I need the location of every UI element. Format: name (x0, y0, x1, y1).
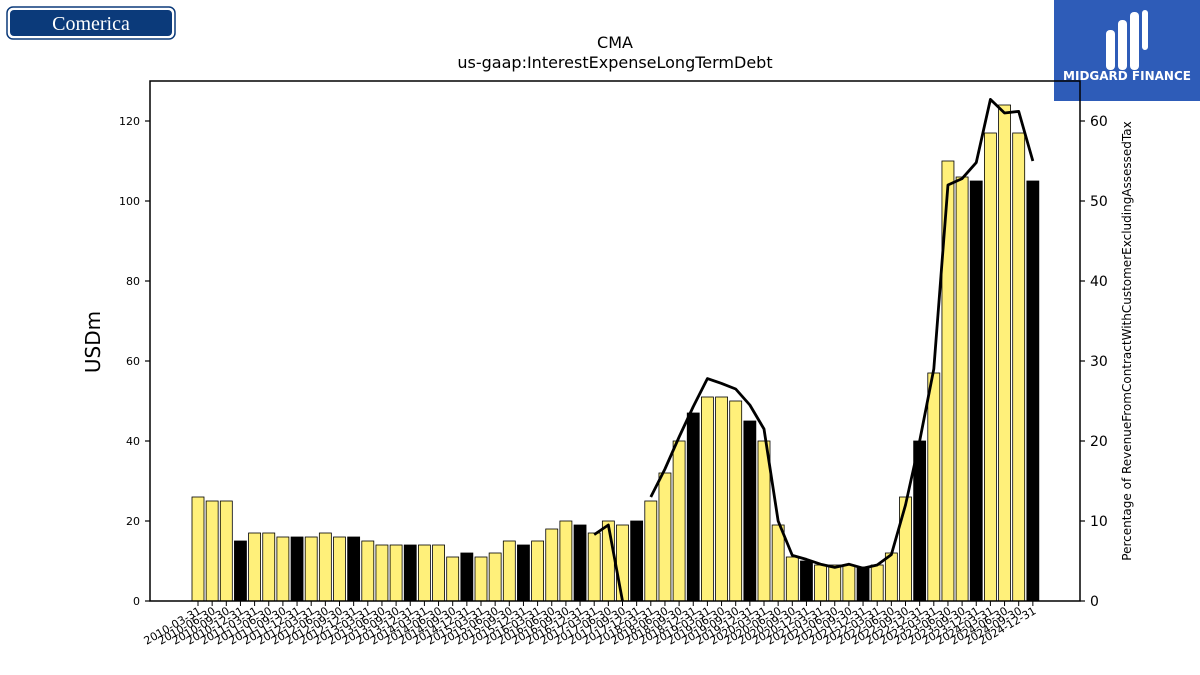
y2-tick-label-40: 40 (1090, 274, 1108, 290)
bar-2019-12-31 (743, 420, 757, 602)
bar-2012-06-30 (318, 532, 332, 602)
bar-2017-09-30 (616, 524, 629, 602)
y-tick-label-40: 40 (126, 435, 140, 448)
bar-2017-06-30 (601, 520, 615, 602)
bar-2020-06-30 (771, 524, 785, 602)
bar-2011-09-30 (276, 536, 290, 602)
bar-2014-03-31 (417, 544, 431, 602)
bar-2016-09-30 (559, 520, 573, 602)
axes-group: 02040608010012001020304050602010-03-3120… (119, 80, 1108, 648)
bar-2011-03-31 (248, 532, 262, 602)
y-tick-label-60: 60 (126, 355, 140, 368)
bar-2024-12-31 (1026, 180, 1040, 602)
bar-2015-03-31 (474, 556, 488, 602)
bar-2016-12-31 (573, 524, 587, 602)
comerica-logo: Comerica (6, 6, 176, 40)
y2-axis-label: Percentage of RevenueFromContractWithCus… (1120, 121, 1134, 560)
bar-2010-12-31 (234, 540, 247, 602)
bar-2015-06-30 (488, 552, 502, 602)
chart-title: CMA (597, 33, 633, 52)
bar-2022-06-30 (884, 552, 898, 602)
percentage-line (593, 98, 1035, 602)
y2-tick-label-0: 0 (1090, 594, 1099, 610)
y2-tick-label-20: 20 (1090, 434, 1108, 450)
bar-2014-06-30 (432, 544, 445, 602)
bar-2020-09-30 (785, 556, 799, 602)
bar-2024-06-30 (998, 104, 1011, 602)
bar-2024-03-31 (984, 132, 997, 602)
bar-2021-09-30 (842, 564, 856, 602)
y-tick-label-80: 80 (126, 275, 140, 288)
bar-2012-12-31 (347, 536, 361, 602)
bars-group (191, 104, 1040, 602)
chart-subtitle: us-gaap:InterestExpenseLongTermDebt (457, 53, 772, 72)
midgard-logo-icon (1106, 10, 1148, 70)
bar-2016-03-31 (531, 540, 544, 602)
bar-2011-12-31 (290, 536, 304, 602)
y-tick-label-100: 100 (119, 195, 140, 208)
bar-2013-03-31 (361, 540, 375, 602)
bar-2012-03-31 (304, 536, 318, 602)
bar-2023-09-30 (955, 176, 969, 602)
bar-2018-09-30 (672, 440, 686, 602)
y-tick-label-20: 20 (126, 515, 140, 528)
bar-2014-09-30 (446, 556, 460, 602)
comerica-wordmark: Comerica (52, 13, 130, 35)
bar-2023-12-31 (969, 180, 983, 602)
line-layer (593, 98, 1035, 602)
bar-2021-12-31 (856, 566, 870, 602)
bar-2024-09-30 (1012, 132, 1026, 602)
bar-2013-12-31 (403, 544, 417, 602)
bar-2017-03-31 (587, 532, 601, 602)
bar-2018-06-30 (658, 472, 672, 602)
plot-frame (149, 80, 1081, 602)
bar-2016-06-30 (545, 528, 559, 602)
bar-2017-12-31 (630, 520, 644, 602)
bar-2022-03-31 (870, 564, 884, 602)
bar-2010-09-30 (219, 500, 233, 602)
bar-2015-09-30 (502, 540, 516, 602)
y2-tick-label-10: 10 (1090, 514, 1108, 530)
bar-2023-03-31 (927, 372, 941, 602)
bar-2013-09-30 (389, 544, 403, 602)
bar-2019-09-30 (729, 400, 743, 602)
bar-2011-06-30 (262, 532, 276, 602)
bar-2021-03-31 (814, 564, 827, 602)
bar-2019-06-30 (715, 396, 728, 602)
bar-2022-09-30 (899, 496, 912, 602)
y2-tick-label-60: 60 (1090, 114, 1108, 130)
bar-2014-12-31 (460, 552, 474, 602)
y-tick-label-120: 120 (119, 115, 140, 128)
bar-2012-09-30 (333, 536, 346, 602)
midgard-wordmark: MIDGARD FINANCE (1063, 69, 1191, 83)
logo-background (10, 10, 172, 36)
y-axis-label: USDm (81, 311, 105, 373)
bar-2021-06-30 (828, 564, 842, 602)
bar-2020-12-31 (800, 560, 813, 602)
bar-2013-06-30 (375, 544, 389, 602)
bar-2018-12-31 (686, 412, 700, 602)
y2-tick-label-50: 50 (1090, 194, 1108, 210)
bar-2015-12-31 (517, 544, 530, 602)
bar-2010-03-31 (191, 496, 205, 602)
midgard-logo: MIDGARD FINANCE (1054, 0, 1200, 101)
bar-2019-03-31 (701, 396, 714, 602)
bar-2018-03-31 (644, 500, 658, 602)
y2-tick-label-30: 30 (1090, 354, 1108, 370)
bar-2010-06-30 (205, 500, 219, 602)
y-tick-label-0: 0 (133, 595, 140, 608)
